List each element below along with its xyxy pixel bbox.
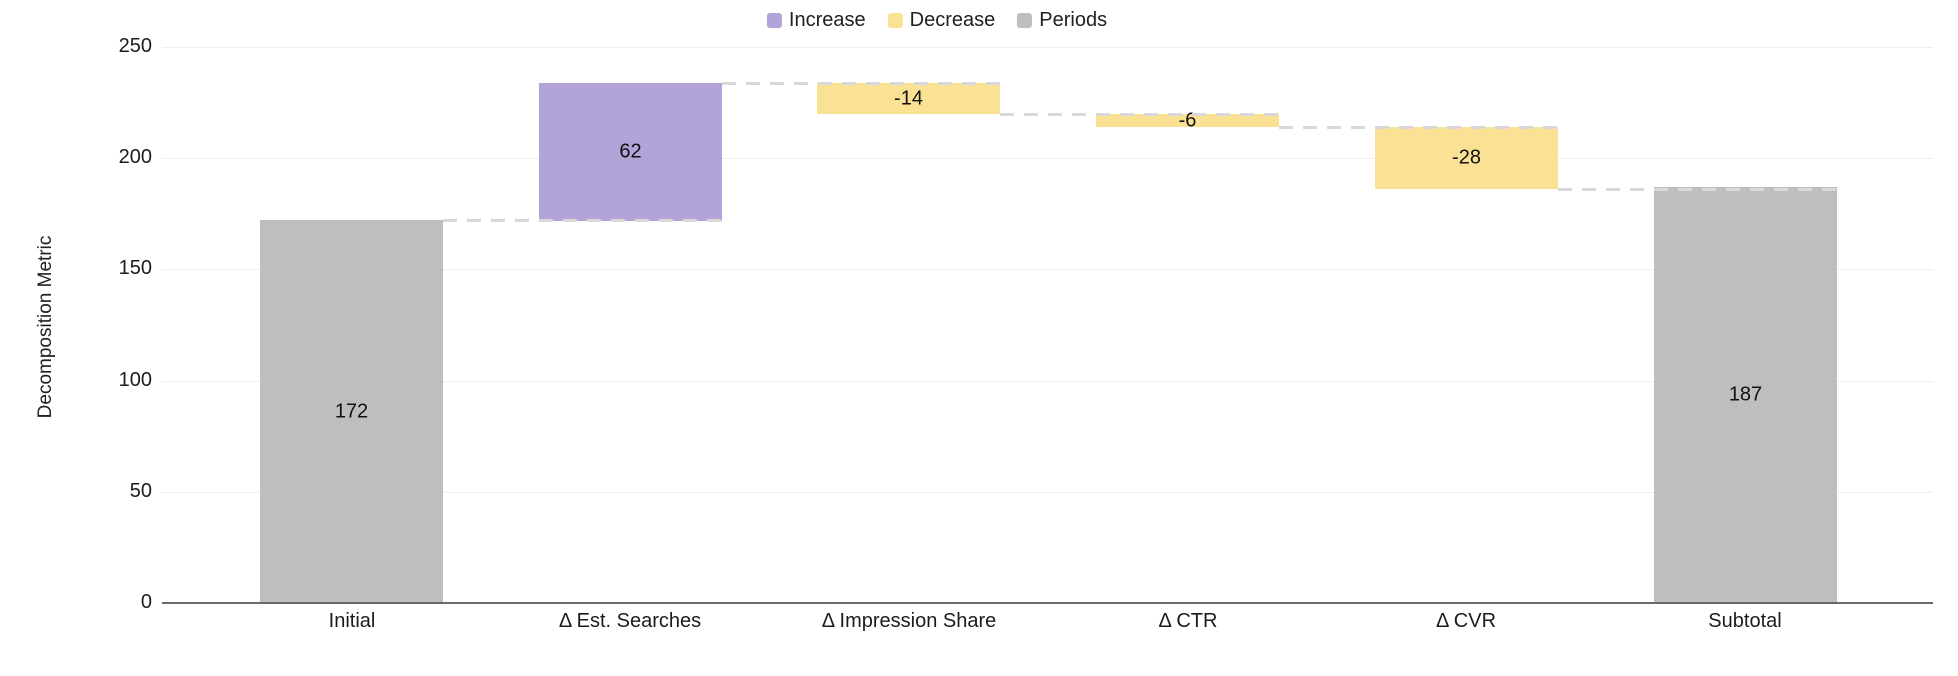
waterfall-bar-6[interactable]: 187 (1654, 187, 1837, 603)
connector-line (1279, 126, 1558, 129)
bar-value-label: -28 (1452, 146, 1481, 169)
y-tick-label: 200 (118, 146, 152, 168)
legend-label-periods: Periods (1039, 9, 1108, 31)
x-category-label: Subtotal (1708, 610, 1782, 632)
legend-item-increase[interactable]: Increase (766, 6, 866, 34)
x-category-label: Initial (328, 610, 376, 632)
gridline (162, 47, 1933, 48)
x-category-label: Δ CTR (1158, 610, 1218, 632)
connector-line (722, 82, 1001, 85)
legend-item-decrease[interactable]: Decrease (887, 6, 996, 34)
y-tick-label: 250 (118, 35, 152, 57)
legend-swatch-increase-icon (766, 12, 782, 28)
bar-value-label: 187 (1728, 383, 1763, 406)
gridline (162, 269, 1933, 270)
legend-label-decrease: Decrease (909, 9, 996, 31)
bar-value-label: 172 (334, 400, 369, 422)
y-tick-label: 100 (118, 369, 152, 391)
connector-line (1000, 113, 1279, 116)
waterfall-bar-3[interactable]: -14 (817, 83, 1000, 114)
connector-line (443, 219, 722, 222)
y-tick-label: 50 (129, 480, 152, 502)
x-category-label: Δ CVR (1435, 610, 1497, 632)
gridline (162, 158, 1933, 159)
x-category-label: Δ Impression Share (821, 610, 997, 632)
y-tick-label: 150 (118, 257, 152, 279)
chart-legend: Increase Decrease Periods (766, 6, 1107, 34)
legend-label-increase: Increase (788, 9, 866, 31)
legend-item-periods[interactable]: Periods (1017, 6, 1107, 34)
waterfall-bar-1[interactable]: 172 (260, 220, 443, 603)
x-axis-line (162, 602, 1933, 604)
waterfall-bar-2[interactable]: 62 (539, 83, 722, 221)
legend-swatch-periods-icon (1017, 12, 1033, 28)
bar-value-label: 62 (619, 140, 642, 163)
connector-line (1558, 188, 1837, 191)
legend-swatch-decrease-icon (887, 12, 903, 28)
gridline (162, 492, 1933, 493)
y-tick-label: 0 (140, 591, 152, 613)
waterfall-bar-5[interactable]: -28 (1375, 127, 1558, 189)
gridline (162, 381, 1933, 382)
x-category-label: Δ Est. Searches (558, 610, 702, 632)
bar-value-label: -14 (894, 87, 923, 109)
